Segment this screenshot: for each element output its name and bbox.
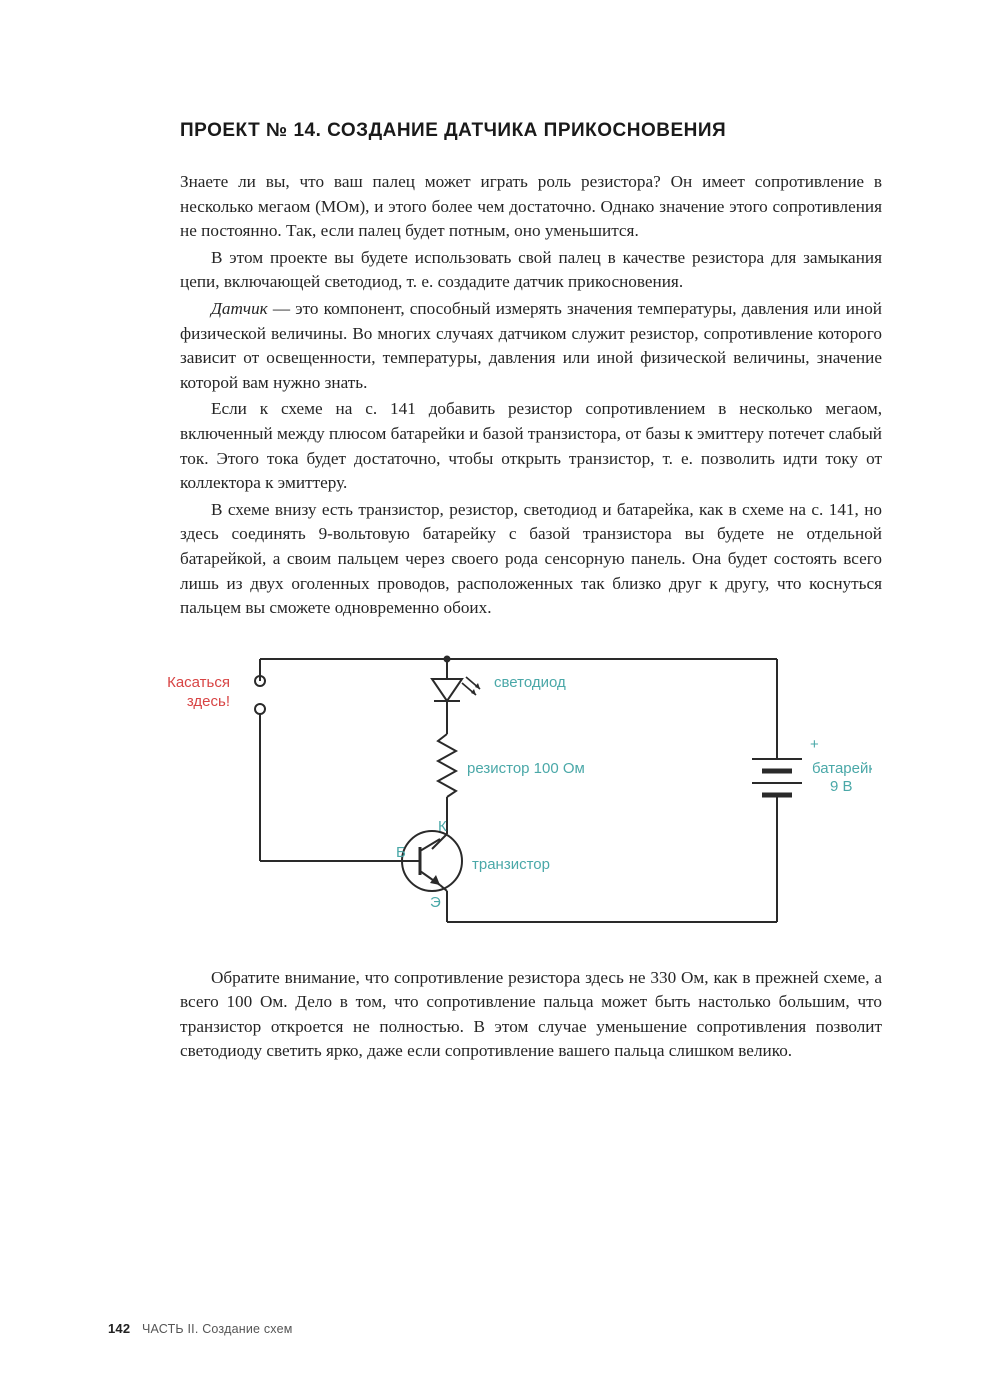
terminal-b: Б [396, 844, 406, 861]
battery-label-1: батарейка [812, 760, 872, 777]
paragraph-1: Знаете ли вы, что ваш палец может играть… [180, 170, 882, 244]
section-title: ПРОЕКТ № 14. СОЗДАНИЕ ДАТЧИКА ПРИКОСНОВЕ… [180, 120, 882, 142]
led-label: светодиод [494, 674, 566, 691]
terminal-k: К [438, 818, 447, 835]
paragraph-3: Датчик — это компонент, способный измеря… [180, 297, 882, 395]
page-footer: 142 ЧАСТЬ II. Создание схем [108, 1321, 293, 1336]
paragraph-4: Если к схеме на с. 141 добавить резистор… [180, 397, 882, 495]
battery-plus: + [810, 736, 819, 753]
circuit-diagram: Касаться здесь! светодиод резистор 100 О… [112, 639, 872, 944]
battery-label-2: 9 В [830, 778, 853, 795]
touch-label-1: Касаться [167, 674, 230, 691]
footer-section: ЧАСТЬ II. Создание схем [142, 1322, 293, 1336]
touch-label-2: здесь! [187, 693, 230, 710]
transistor-label: транзистор [472, 856, 550, 873]
term-italic: Датчик [211, 299, 268, 318]
paragraph-5: В схеме внизу есть транзистор, резистор,… [180, 498, 882, 621]
paragraph-6: Обратите внимание, что сопротивление рез… [180, 966, 882, 1064]
paragraph-2: В этом проекте вы будете использовать св… [180, 246, 882, 295]
terminal-e: Э [430, 894, 441, 911]
paragraph-3-body: — это компонент, способный измерять знач… [180, 299, 882, 392]
resistor-label: резистор 100 Ом [467, 760, 585, 777]
page-number: 142 [108, 1321, 130, 1336]
